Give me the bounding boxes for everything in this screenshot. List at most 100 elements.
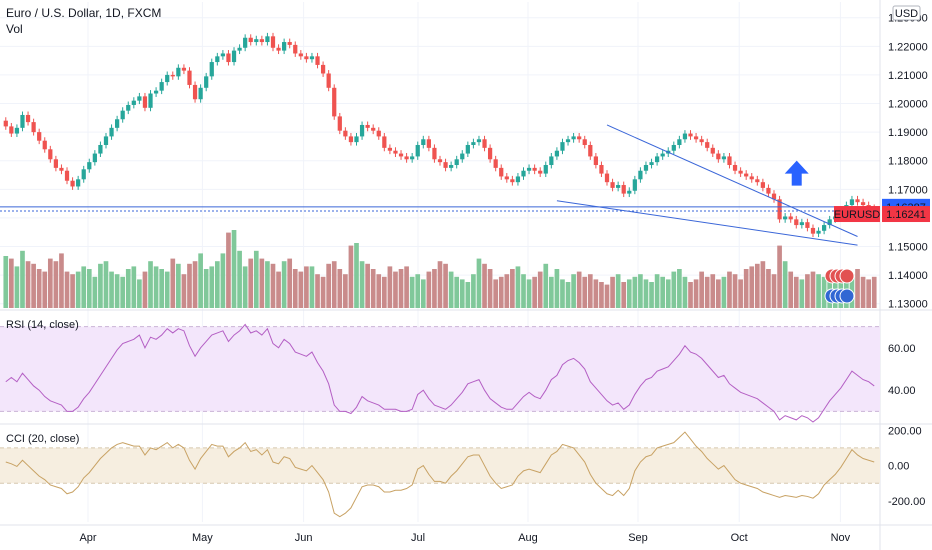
volume-bar xyxy=(599,282,604,308)
volume-bar xyxy=(426,271,432,308)
candle-body xyxy=(81,169,86,180)
candle-body xyxy=(621,185,626,194)
candle-body xyxy=(816,230,821,234)
volume-bar xyxy=(437,261,443,308)
price-pane xyxy=(0,2,880,308)
candle-body xyxy=(526,167,532,171)
candle-body xyxy=(192,84,198,100)
candle-body xyxy=(382,136,387,148)
volume-bar xyxy=(504,274,510,308)
candle-body xyxy=(265,36,270,43)
rsi-label: RSI (14, close) xyxy=(6,319,79,331)
volume-bar xyxy=(131,266,137,308)
volume-bar xyxy=(860,276,866,308)
candle-body xyxy=(120,110,125,120)
candle-body xyxy=(320,64,326,74)
candle-body xyxy=(259,39,264,43)
candle-body xyxy=(860,202,866,206)
volume-bar xyxy=(448,271,454,308)
volume-bar xyxy=(560,279,565,308)
candle-body xyxy=(560,142,565,151)
volume-bar xyxy=(409,276,415,308)
candle-body xyxy=(37,132,42,141)
volume-bar xyxy=(198,253,203,308)
candle-body xyxy=(42,140,47,150)
time-tick-label: Jul xyxy=(411,532,425,544)
volume-bar xyxy=(331,261,337,308)
candle-body xyxy=(237,47,242,51)
volume-bar xyxy=(3,256,9,308)
volume-bar xyxy=(526,279,532,308)
volume-bar xyxy=(571,274,576,308)
volume-bar xyxy=(654,274,660,308)
candle-body xyxy=(777,199,782,220)
volume-bar xyxy=(42,271,48,308)
volume-bar xyxy=(415,274,421,308)
volume-bar xyxy=(125,269,131,308)
candle-body xyxy=(805,222,810,228)
candle-body xyxy=(20,114,25,128)
candle-body xyxy=(231,50,237,63)
volume-bar xyxy=(771,274,777,308)
candle-body xyxy=(293,44,298,54)
time-tick-label: Apr xyxy=(79,532,96,544)
volume-bar xyxy=(9,258,14,308)
candle-body xyxy=(499,167,504,177)
candle-body xyxy=(198,87,203,100)
currency-label: USD xyxy=(895,8,918,20)
candle-body xyxy=(610,182,615,188)
cci-band xyxy=(0,447,880,484)
candle-body xyxy=(215,56,220,63)
volume-bar xyxy=(420,279,426,308)
candle-body xyxy=(460,153,465,160)
volume-bar xyxy=(181,274,187,308)
candle-body xyxy=(76,179,81,187)
volume-bar xyxy=(610,276,615,308)
volume-bar xyxy=(537,271,543,308)
volume-bar xyxy=(98,263,103,308)
candle-body xyxy=(437,159,443,163)
volume-bar xyxy=(259,258,265,308)
candle-body xyxy=(298,53,303,57)
volume-bar xyxy=(25,261,31,308)
candle-body xyxy=(716,153,721,160)
price-tick-label: 1.17000 xyxy=(888,184,928,196)
volume-bar xyxy=(120,276,126,308)
candle-body xyxy=(588,144,593,157)
candle-body xyxy=(115,119,120,128)
candle-body xyxy=(9,126,14,134)
cci-line xyxy=(5,431,875,518)
volume-bar xyxy=(137,279,142,308)
candle-body xyxy=(443,162,448,168)
currency-box xyxy=(892,5,921,21)
candle-body xyxy=(304,56,309,60)
candle-body xyxy=(454,159,459,166)
volume-label: Vol xyxy=(6,22,23,36)
candle-body xyxy=(387,147,393,151)
volume-bar xyxy=(810,271,816,308)
volume-bar xyxy=(393,271,398,308)
candle-body xyxy=(487,147,493,160)
volume-bar xyxy=(626,279,632,308)
volume-bar xyxy=(287,258,293,308)
volume-bar xyxy=(743,269,749,308)
volume-bar xyxy=(632,276,638,308)
candle-body xyxy=(181,67,187,71)
volume-bar xyxy=(176,263,181,308)
candle-body xyxy=(810,227,816,234)
candle-body xyxy=(749,176,754,180)
candle-body xyxy=(565,139,571,143)
candle-body xyxy=(543,165,548,174)
candle-body xyxy=(170,74,175,77)
volume-bar xyxy=(114,274,120,308)
candle-body xyxy=(465,144,470,154)
volume-bar xyxy=(159,269,164,308)
candle-body xyxy=(582,139,587,145)
volume-bar xyxy=(543,263,549,308)
candle-body xyxy=(109,127,114,137)
volume-bar xyxy=(471,274,476,308)
candle-body xyxy=(671,144,676,151)
volume-bar xyxy=(732,274,738,308)
volume-bar xyxy=(665,279,671,308)
